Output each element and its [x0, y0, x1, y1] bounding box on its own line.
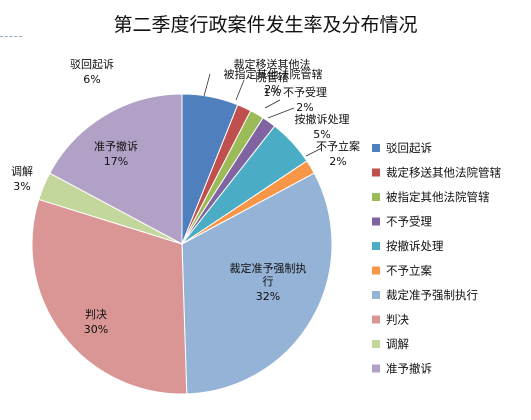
- legend-swatch-4: [372, 217, 380, 226]
- pie-slice-10: [49, 93, 183, 245]
- slice-label-1: 驳回起诉 6%: [70, 58, 114, 86]
- slice-label-4: 不予受理 2%: [283, 86, 327, 114]
- leader-line-4: [267, 107, 295, 119]
- legend-swatch-5: [372, 242, 380, 250]
- slice-label-6: 不予立案 2%: [316, 139, 360, 168]
- legend-label-6: 不予立案: [386, 264, 432, 278]
- slice-label-7: 裁定准予强制执行 32%: [230, 261, 307, 303]
- pie-slices: [31, 93, 333, 395]
- slice-labels: 驳回起诉 6% 裁定移送其他法院管辖 1%被指定其他法院管辖 2% 不予受理 2%按撤诉处理…: [11, 57, 360, 336]
- leader-line-2: [235, 79, 245, 101]
- slice-label-10: 准予撤诉 17%: [94, 139, 138, 168]
- leader-line-1: [203, 73, 211, 97]
- legend-label-9: 调解: [386, 337, 409, 351]
- legend-label-7: 裁定准予强制执行: [386, 288, 478, 302]
- slice-label-5: 按撤诉处理 5%: [295, 112, 350, 141]
- legend-label-4: 不予受理: [386, 215, 432, 229]
- legend: 驳回起诉裁定移送其他法院管辖被指定其他法院管辖不予受理按撤诉处理不予立案裁定准予…: [372, 141, 501, 376]
- pie-slice-7: [181, 172, 333, 395]
- legend-swatch-1: [372, 144, 380, 152]
- legend-label-1: 驳回起诉: [386, 141, 432, 155]
- decorative-dashed-rule: [0, 36, 22, 37]
- legend-label-10: 准予撤诉: [386, 362, 432, 376]
- slice-label-8: 判决 30%: [84, 308, 108, 336]
- leader-line-3: [264, 99, 281, 109]
- slice-label-9: 调解 3%: [11, 164, 33, 193]
- legend-label-2: 裁定移送其他法院管辖: [386, 166, 501, 180]
- legend-label-3: 被指定其他法院管辖: [386, 190, 490, 204]
- legend-label-5: 按撤诉处理: [386, 239, 444, 253]
- legend-swatch-10: [372, 364, 380, 373]
- pie-slice-8: [31, 198, 188, 395]
- slice-label-2: 裁定移送其他法院管辖 1%: [234, 57, 311, 99]
- legend-swatch-8: [372, 315, 380, 324]
- legend-swatch-6: [372, 266, 380, 275]
- chart-title: 第二季度行政案件发生率及分布情况: [113, 14, 418, 36]
- legend-label-8: 判决: [386, 313, 409, 327]
- leader-line-5: [305, 147, 323, 157]
- legend-swatch-7: [372, 291, 380, 299]
- legend-swatch-2: [372, 168, 380, 177]
- legend-swatch-9: [372, 340, 380, 348]
- slice-label-3: 被指定其他法院管辖 2%: [224, 67, 323, 96]
- legend-swatch-3: [372, 193, 380, 201]
